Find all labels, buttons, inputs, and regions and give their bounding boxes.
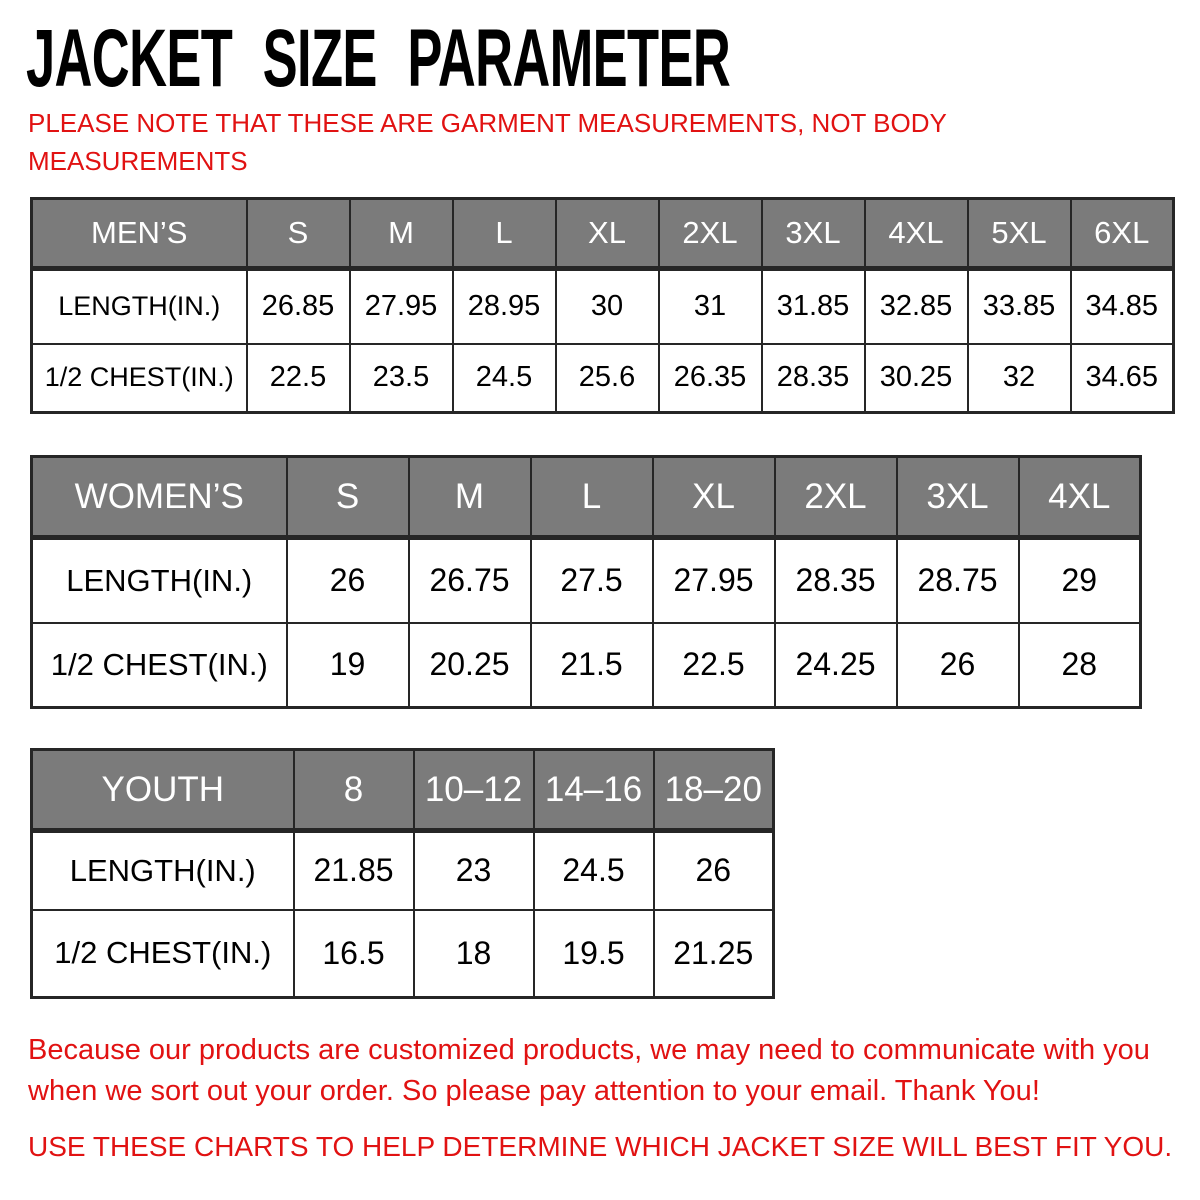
mens-header-cell: MEN’S bbox=[30, 197, 248, 271]
mens-header-row: MEN’S S M L XL 2XL 3XL 4XL 5XL 6XL bbox=[30, 197, 1175, 271]
table-cell: 22.5 bbox=[245, 342, 351, 414]
row-label: 1/2 CHEST(IN.) bbox=[30, 621, 288, 709]
womens-length-row: LENGTH(IN.) 26 26.75 27.5 27.95 28.35 28… bbox=[30, 536, 1142, 624]
table-cell: 26.35 bbox=[657, 342, 763, 414]
table-cell: 26 bbox=[895, 621, 1020, 709]
table-cell: 28.35 bbox=[760, 342, 866, 414]
mens-header-cell: M bbox=[348, 197, 454, 271]
womens-header-cell: 4XL bbox=[1017, 455, 1142, 540]
table-cell: 28 bbox=[1017, 621, 1142, 709]
table-cell: 28.95 bbox=[451, 267, 557, 345]
youth-header-cell: YOUTH bbox=[30, 748, 295, 833]
mens-header-cell: 3XL bbox=[760, 197, 866, 271]
table-cell: 21.5 bbox=[529, 621, 654, 709]
mens-header-cell: 4XL bbox=[863, 197, 969, 271]
table-cell: 20.25 bbox=[407, 621, 532, 709]
table-cell: 34.85 bbox=[1069, 267, 1175, 345]
table-cell: 23.5 bbox=[348, 342, 454, 414]
table-cell: 32 bbox=[966, 342, 1072, 414]
womens-header-cell: 3XL bbox=[895, 455, 1020, 540]
table-cell: 26 bbox=[652, 829, 775, 911]
garment-measurement-note: PLEASE NOTE THAT THESE ARE GARMENT MEASU… bbox=[28, 108, 947, 176]
table-cell: 26 bbox=[285, 536, 410, 624]
table-cell: 24.5 bbox=[532, 829, 655, 911]
row-label: 1/2 CHEST(IN.) bbox=[30, 908, 295, 999]
womens-size-table: WOMEN’S S M L XL 2XL 3XL 4XL LENGTH(IN.)… bbox=[30, 455, 1142, 709]
womens-header-cell: XL bbox=[651, 455, 776, 540]
table-cell: 34.65 bbox=[1069, 342, 1175, 414]
youth-length-row: LENGTH(IN.) 21.85 23 24.5 26 bbox=[30, 829, 775, 911]
mens-length-row: LENGTH(IN.) 26.85 27.95 28.95 30 31 31.8… bbox=[30, 267, 1175, 345]
youth-header-cell: 10–12 bbox=[412, 748, 535, 833]
table-cell: 18 bbox=[412, 908, 535, 999]
mens-chest-row: 1/2 CHEST(IN.) 22.5 23.5 24.5 25.6 26.35… bbox=[30, 342, 1175, 414]
row-label: LENGTH(IN.) bbox=[30, 829, 295, 911]
table-cell: 19.5 bbox=[532, 908, 655, 999]
table-cell: 21.85 bbox=[292, 829, 415, 911]
table-cell: 26.85 bbox=[245, 267, 351, 345]
table-cell: 29 bbox=[1017, 536, 1142, 624]
youth-size-table: YOUTH 8 10–12 14–16 18–20 LENGTH(IN.) 21… bbox=[30, 748, 775, 999]
table-cell: 30.25 bbox=[863, 342, 969, 414]
mens-header-cell: 2XL bbox=[657, 197, 763, 271]
table-cell: 16.5 bbox=[292, 908, 415, 999]
youth-header-cell: 18–20 bbox=[652, 748, 775, 833]
youth-header-cell: 8 bbox=[292, 748, 415, 833]
table-cell: 30 bbox=[554, 267, 660, 345]
table-cell: 27.5 bbox=[529, 536, 654, 624]
womens-header-cell: L bbox=[529, 455, 654, 540]
youth-header-row: YOUTH 8 10–12 14–16 18–20 bbox=[30, 748, 775, 833]
womens-chest-row: 1/2 CHEST(IN.) 19 20.25 21.5 22.5 24.25 … bbox=[30, 621, 1142, 709]
page-title: JACKET SIZE PARAMETER bbox=[26, 13, 731, 104]
table-cell: 31 bbox=[657, 267, 763, 345]
table-cell: 28.75 bbox=[895, 536, 1020, 624]
mens-header-cell: L bbox=[451, 197, 557, 271]
mens-header-cell: 5XL bbox=[966, 197, 1072, 271]
customization-note: Because our products are customized prod… bbox=[28, 1034, 1150, 1107]
mens-header-cell: XL bbox=[554, 197, 660, 271]
table-cell: 23 bbox=[412, 829, 535, 911]
table-cell: 31.85 bbox=[760, 267, 866, 345]
womens-header-cell: WOMEN’S bbox=[30, 455, 288, 540]
table-cell: 21.25 bbox=[652, 908, 775, 999]
womens-header-row: WOMEN’S S M L XL 2XL 3XL 4XL bbox=[30, 455, 1142, 540]
table-cell: 25.6 bbox=[554, 342, 660, 414]
youth-header-cell: 14–16 bbox=[532, 748, 655, 833]
table-cell: 27.95 bbox=[651, 536, 776, 624]
womens-header-cell: 2XL bbox=[773, 455, 898, 540]
womens-header-cell: S bbox=[285, 455, 410, 540]
table-cell: 33.85 bbox=[966, 267, 1072, 345]
youth-chest-row: 1/2 CHEST(IN.) 16.5 18 19.5 21.25 bbox=[30, 908, 775, 999]
row-label: LENGTH(IN.) bbox=[30, 267, 248, 345]
table-cell: 32.85 bbox=[863, 267, 969, 345]
chart-usage-note: USE THESE CHARTS TO HELP DETERMINE WHICH… bbox=[28, 1131, 1173, 1162]
table-cell: 28.35 bbox=[773, 536, 898, 624]
mens-header-cell: 6XL bbox=[1069, 197, 1175, 271]
table-cell: 26.75 bbox=[407, 536, 532, 624]
table-cell: 24.25 bbox=[773, 621, 898, 709]
womens-header-cell: M bbox=[407, 455, 532, 540]
mens-header-cell: S bbox=[245, 197, 351, 271]
row-label: LENGTH(IN.) bbox=[30, 536, 288, 624]
row-label: 1/2 CHEST(IN.) bbox=[30, 342, 248, 414]
table-cell: 22.5 bbox=[651, 621, 776, 709]
mens-size-table: MEN’S S M L XL 2XL 3XL 4XL 5XL 6XL LENGT… bbox=[30, 197, 1175, 414]
table-cell: 27.95 bbox=[348, 267, 454, 345]
table-cell: 19 bbox=[285, 621, 410, 709]
table-cell: 24.5 bbox=[451, 342, 557, 414]
